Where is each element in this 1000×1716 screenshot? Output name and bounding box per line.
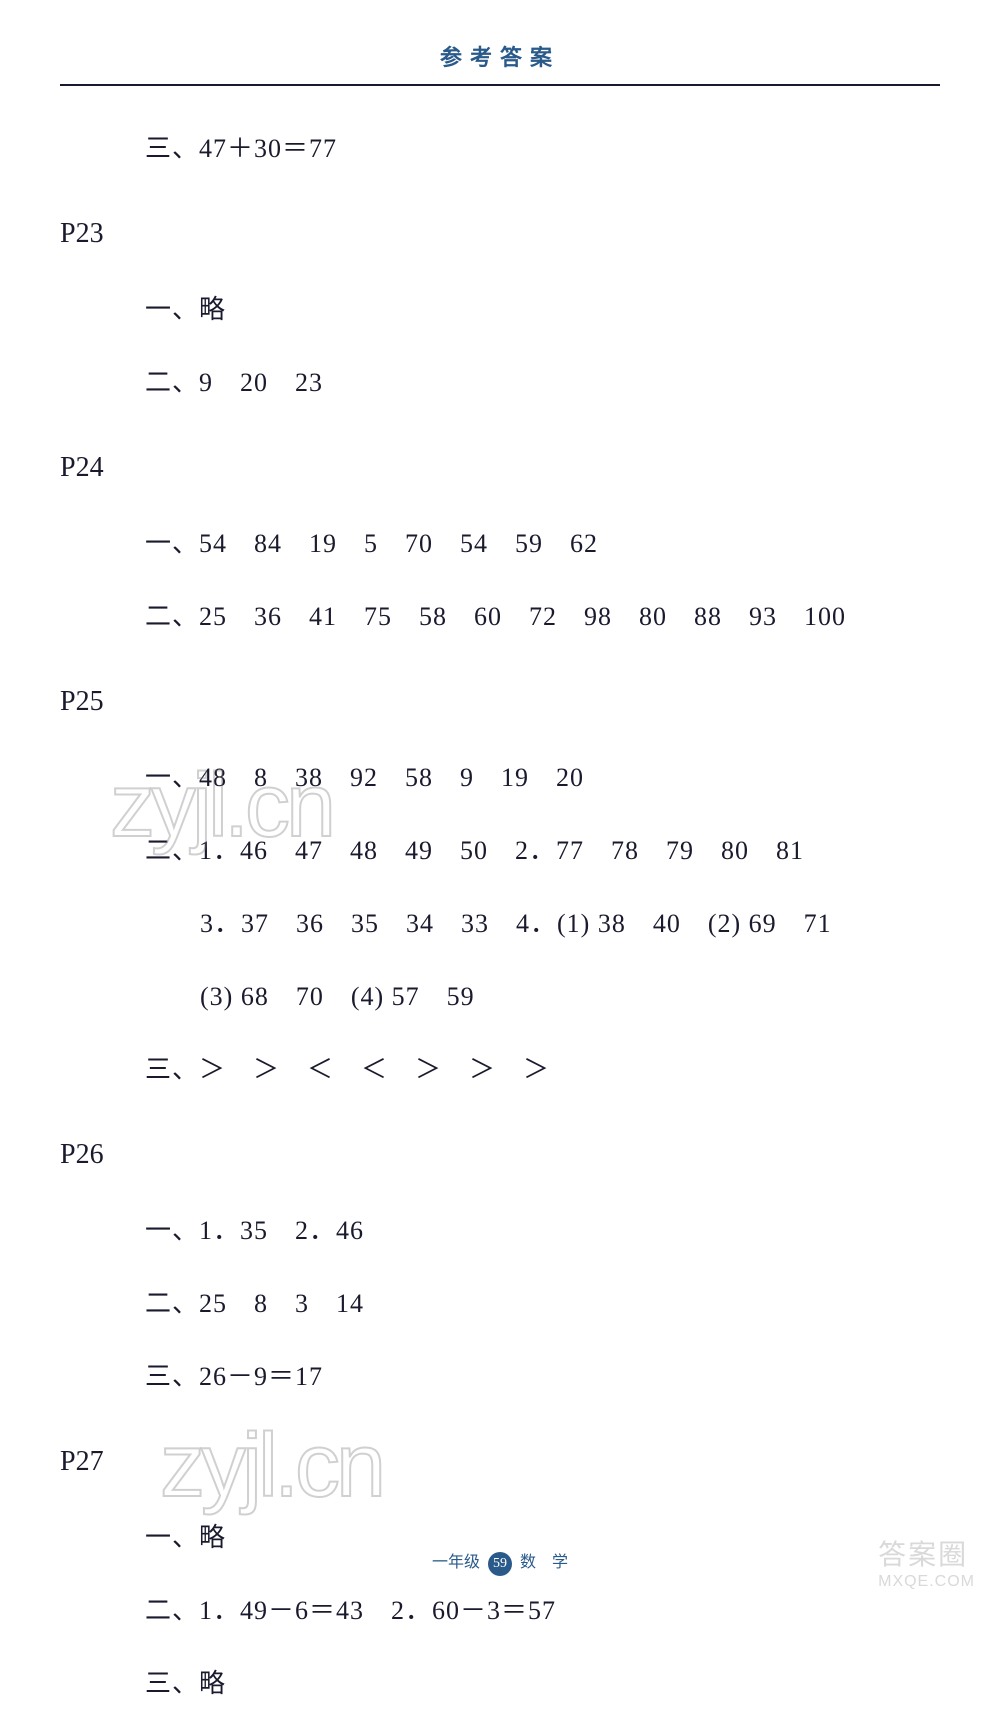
- page-label-text: P27: [60, 1446, 104, 1477]
- answer-text: 一、1．35 2．46: [145, 1216, 364, 1245]
- answer-line: 3．37 36 35 34 33 4．(1) 38 40 (2) 69 71: [200, 891, 940, 956]
- answer-text: 二、1．46 47 48 49 50 2．77 78 79 80 81: [145, 836, 804, 865]
- answer-line: 二、25 36 41 75 58 60 72 98 80 88 93 100: [145, 584, 940, 649]
- answer-text: 一、略: [145, 295, 226, 324]
- answer-text: 3．37 36 35 34 33 4．(1) 38 40 (2) 69 71: [200, 909, 832, 938]
- answer-line: 二、25 8 3 14: [145, 1271, 940, 1336]
- page-label-text: P26: [60, 1139, 104, 1170]
- answer-text: 三、47＋30＝77: [145, 134, 337, 163]
- answer-text: 三、＞ ＞ ＜ ＜ ＞ ＞ ＞: [145, 1055, 550, 1084]
- answer-text: 三、略: [145, 1669, 226, 1698]
- answer-line: 二、9 20 23: [145, 350, 940, 415]
- answer-text: (3) 68 70 (4) 57 59: [200, 982, 475, 1011]
- corner-watermark-line2: MXQE.COM: [878, 1573, 975, 1591]
- answer-line: (3) 68 70 (4) 57 59: [200, 964, 940, 1029]
- answer-text: 三、26－9＝17: [145, 1362, 323, 1391]
- answer-text: 二、25 36 41 75 58 60 72 98 80 88 93 100: [145, 602, 846, 631]
- answer-line: 一、54 84 19 5 70 54 59 62: [145, 511, 940, 576]
- answer-line: 二、1．49－6＝43 2．60－3＝57: [145, 1578, 940, 1643]
- page-header: 参考答案: [60, 40, 940, 72]
- answer-line: 三、＞ ＞ ＜ ＜ ＞ ＞ ＞: [145, 1037, 940, 1102]
- answer-line: 三、47＋30＝77: [145, 116, 940, 181]
- corner-watermark: 答案圈 MXQE.COM: [878, 1533, 975, 1591]
- header-divider: [60, 84, 940, 86]
- answer-line: 一、1．35 2．46: [145, 1198, 940, 1263]
- answer-line: 三、26－9＝17: [145, 1344, 940, 1409]
- footer-page-number: 59: [488, 1552, 512, 1576]
- page-label-text: P24: [60, 452, 104, 483]
- page-footer: 一年级 59 数 学: [0, 1548, 1000, 1576]
- page-label: P25: [60, 667, 940, 737]
- corner-watermark-line1: 答案圈: [878, 1533, 975, 1573]
- footer-left: 一年级: [432, 1554, 480, 1571]
- page-label: P26: [60, 1120, 940, 1190]
- answer-text: 二、1．49－6＝43 2．60－3＝57: [145, 1596, 556, 1625]
- header-title: 参考答案: [440, 45, 560, 70]
- footer-right: 数 学: [520, 1554, 568, 1571]
- answer-line: 三、略: [145, 1651, 940, 1716]
- answer-line: 一、略: [145, 277, 940, 342]
- answer-text: 二、25 8 3 14: [145, 1289, 364, 1318]
- content-area: 三、47＋30＝77 P23 一、略 二、9 20 23 P24 一、54 84…: [60, 116, 940, 1716]
- page-label-text: P25: [60, 686, 104, 717]
- answer-text: 一、54 84 19 5 70 54 59 62: [145, 529, 598, 558]
- answer-line: 一、48 8 38 92 58 9 19 20: [145, 745, 940, 810]
- answer-line: 二、1．46 47 48 49 50 2．77 78 79 80 81: [145, 818, 940, 883]
- answer-text: 一、48 8 38 92 58 9 19 20: [145, 763, 584, 792]
- page-label: P23: [60, 199, 940, 269]
- page-label: P27: [60, 1427, 940, 1497]
- page-label: P24: [60, 433, 940, 503]
- page-label-text: P23: [60, 218, 104, 249]
- answer-text: 二、9 20 23: [145, 368, 323, 397]
